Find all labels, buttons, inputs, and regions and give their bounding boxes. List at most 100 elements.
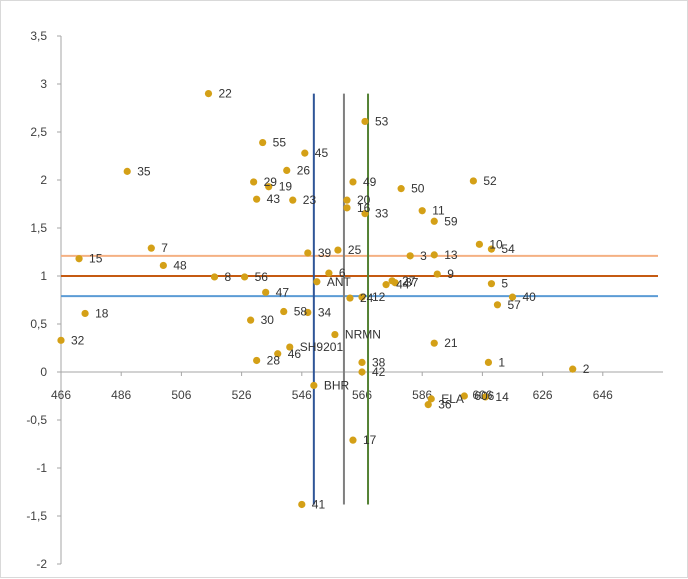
data-point xyxy=(382,281,389,288)
data-point-label: 53 xyxy=(375,114,389,128)
data-point xyxy=(124,168,131,175)
data-point-label: 15 xyxy=(89,252,103,266)
data-point-label: 44 xyxy=(396,278,410,292)
data-point-label: 17 xyxy=(363,433,377,447)
data-point xyxy=(470,177,477,184)
data-point xyxy=(361,118,368,125)
y-tick-label: -0,5 xyxy=(26,413,47,427)
data-point xyxy=(346,294,353,301)
data-point-label: 58 xyxy=(294,305,308,319)
data-point-label: 32 xyxy=(71,333,85,347)
data-point xyxy=(349,437,356,444)
data-point-label: 25 xyxy=(348,243,362,257)
y-tick-label: -2 xyxy=(36,557,47,571)
data-point-label: 606 xyxy=(474,389,494,403)
data-point xyxy=(431,340,438,347)
data-point xyxy=(569,366,576,373)
x-tick-label: 466 xyxy=(51,388,71,402)
data-point xyxy=(358,359,365,366)
data-point-label: 42 xyxy=(372,365,386,379)
data-point-label: 22 xyxy=(218,87,232,101)
data-point xyxy=(250,178,257,185)
data-point xyxy=(253,196,260,203)
data-point-label: 49 xyxy=(363,175,377,189)
data-point xyxy=(476,241,483,248)
data-point-label: 43 xyxy=(267,192,281,206)
y-tick-label: 1,5 xyxy=(30,221,47,235)
data-point-label: 24 xyxy=(360,291,374,305)
y-tick-label: 3,5 xyxy=(30,29,47,43)
data-point-label: 47 xyxy=(276,285,290,299)
x-tick-label: 566 xyxy=(352,388,372,402)
data-point xyxy=(313,278,320,285)
data-point xyxy=(148,245,155,252)
y-tick-label: 2,5 xyxy=(30,125,47,139)
data-point xyxy=(398,185,405,192)
data-point xyxy=(358,368,365,375)
data-point xyxy=(485,359,492,366)
data-point-label: 54 xyxy=(501,242,515,256)
data-point xyxy=(494,301,501,308)
data-point xyxy=(247,317,254,324)
data-point-label: 1 xyxy=(498,355,505,369)
data-point xyxy=(343,204,350,211)
data-point-label: SH9201 xyxy=(300,340,344,354)
data-point xyxy=(205,90,212,97)
data-point-label: 2 xyxy=(583,362,590,376)
data-point-label: 34 xyxy=(318,305,332,319)
data-point-label: 33 xyxy=(375,207,389,221)
data-point-label: 45 xyxy=(315,146,329,160)
data-point xyxy=(262,289,269,296)
data-point-label: 48 xyxy=(173,258,187,272)
y-tick-label: 0,5 xyxy=(30,317,47,331)
data-point-label: 55 xyxy=(273,136,287,150)
data-point xyxy=(304,249,311,256)
x-tick-label: 546 xyxy=(292,388,312,402)
data-point-label: 5 xyxy=(501,277,508,291)
data-point-label: 11 xyxy=(432,204,445,218)
data-point xyxy=(289,197,296,204)
data-point xyxy=(280,308,287,315)
data-point-label: 56 xyxy=(255,270,269,284)
data-point-label: 57 xyxy=(507,298,521,312)
data-point xyxy=(407,252,414,259)
data-point-label: ANT xyxy=(327,275,352,289)
data-point xyxy=(331,331,338,338)
data-point-label: 40 xyxy=(523,290,537,304)
data-point xyxy=(431,218,438,225)
data-point-label: 59 xyxy=(444,214,458,228)
data-point-label: 9 xyxy=(447,267,454,281)
data-point-label: 12 xyxy=(372,290,386,304)
data-point xyxy=(298,501,305,508)
data-point-label: 52 xyxy=(483,174,497,188)
data-point xyxy=(75,255,82,262)
data-point-label: 28 xyxy=(267,353,281,367)
data-point xyxy=(343,197,350,204)
data-point-label: 13 xyxy=(444,248,458,262)
y-tick-label: 0 xyxy=(40,365,47,379)
data-point xyxy=(160,262,167,269)
data-point-label: 7 xyxy=(161,241,168,255)
data-point xyxy=(301,150,308,157)
data-point-label: 23 xyxy=(303,193,317,207)
data-point xyxy=(310,382,317,389)
data-point-label: 19 xyxy=(279,180,293,194)
data-point xyxy=(81,310,88,317)
data-point xyxy=(431,251,438,258)
x-tick-label: 506 xyxy=(171,388,191,402)
data-point xyxy=(428,395,435,402)
data-point-label: 50 xyxy=(411,182,425,196)
data-point xyxy=(57,337,64,344)
data-point xyxy=(259,139,266,146)
data-point-label: 18 xyxy=(95,306,109,320)
data-point xyxy=(253,357,260,364)
data-point xyxy=(334,246,341,253)
data-point-label: NRMN xyxy=(345,328,381,342)
data-point xyxy=(434,270,441,277)
data-point-label: BHR xyxy=(324,378,350,392)
data-point-label: 20 xyxy=(357,193,371,207)
data-point-label: 14 xyxy=(495,390,509,404)
